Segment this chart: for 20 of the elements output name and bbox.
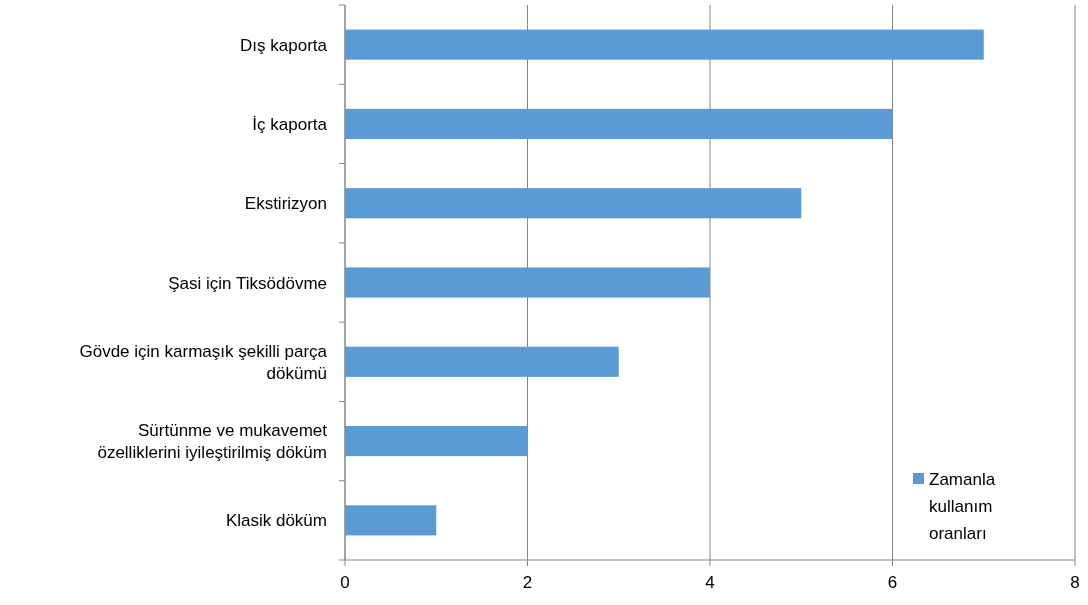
bar [345,267,710,298]
x-tick-label: 2 [522,573,533,592]
x-tick-label: 4 [705,573,715,592]
x-tick-label: 6 [887,573,898,592]
x-tick-label: 0 [340,573,350,592]
y-tick-label: Ekstirizyon [244,194,327,214]
y-tick-label: Klasik döküm [225,511,327,531]
y-tick-label: Sürtünme ve mukavemet özelliklerini iyileştirilmiş döküm [97,421,328,463]
bar [345,108,893,139]
y-tick-label: Dış kaporta [240,35,328,55]
bar [345,505,437,536]
bar [345,346,619,377]
y-tick-label: İç kaporta [252,114,328,134]
bar [345,188,802,219]
legend-label: Zamanla kullanım oranları [929,470,996,543]
bar [345,426,528,457]
y-tick-label: Gövde için karmaşık şekilli parça dökümü [79,341,328,383]
x-tick-label: 8 [1070,573,1080,592]
y-tick-label: Şasi için Tiksödövme [168,273,327,293]
bar [345,29,984,60]
